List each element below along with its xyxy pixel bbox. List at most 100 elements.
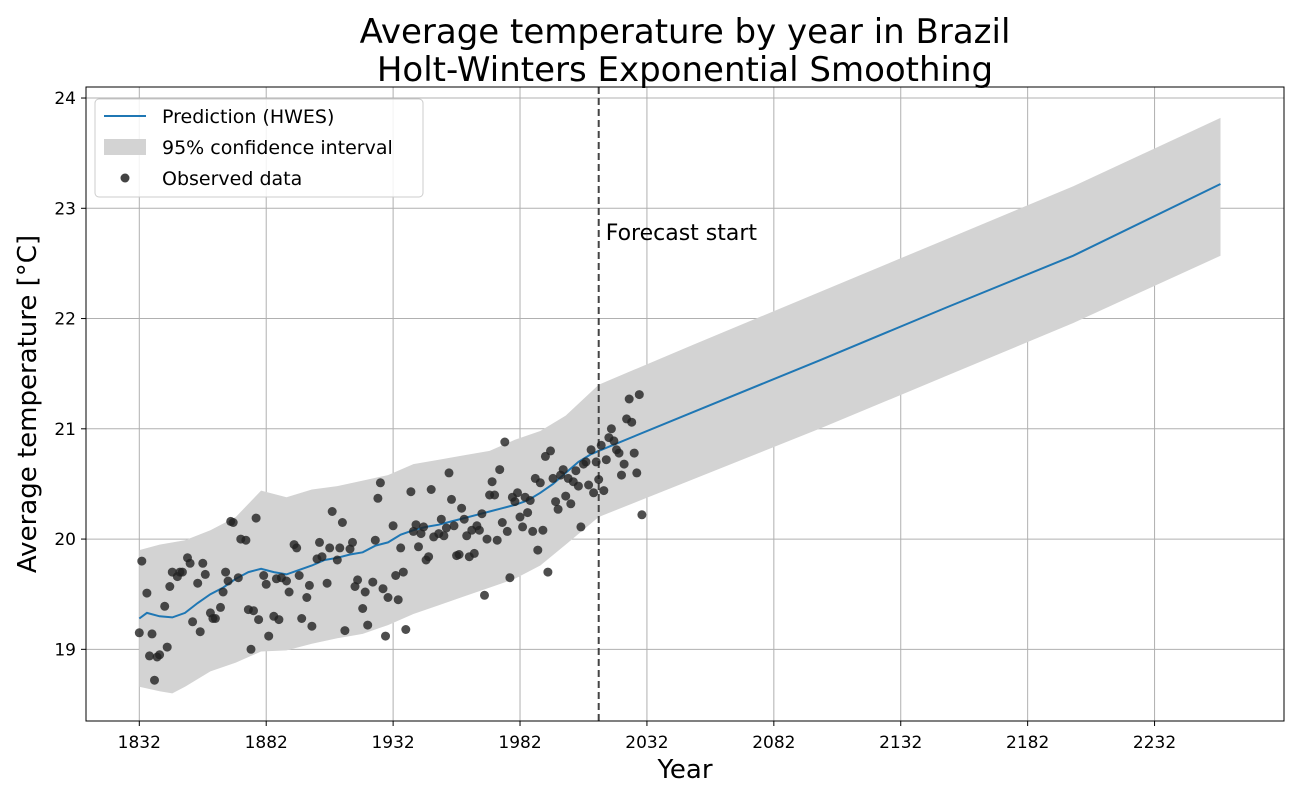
observed-point: [419, 522, 429, 532]
observed-point: [495, 465, 505, 475]
legend-ci-swatch: [104, 139, 146, 155]
observed-point: [228, 518, 238, 527]
x-tick-label: 2032: [625, 733, 668, 753]
observed-point: [581, 457, 591, 467]
observed-point: [454, 550, 464, 559]
observed-point: [561, 491, 571, 501]
legend-observed-swatch: [120, 173, 130, 183]
observed-point: [637, 510, 647, 520]
observed-point: [617, 470, 626, 480]
legend: Prediction (HWES) 95% confidence interva…: [94, 98, 424, 198]
plot-frame: [85, 86, 1285, 722]
observed-point: [375, 478, 385, 488]
y-tick-label: 20: [54, 530, 76, 550]
legend-ci-label: 95% confidence interval: [162, 137, 393, 159]
observed-point: [165, 582, 175, 591]
observed-point: [297, 614, 307, 623]
observed-point: [553, 504, 563, 514]
observed-point: [381, 631, 390, 641]
x-tick-label: 1982: [498, 733, 541, 753]
observed-point: [525, 496, 535, 505]
observed-point: [177, 567, 187, 577]
observed-point: [632, 468, 642, 478]
observed-point: [233, 573, 243, 583]
observed-point: [160, 601, 170, 611]
observed-point: [538, 525, 548, 535]
observed-point: [589, 488, 599, 498]
observed-point: [325, 543, 335, 553]
observed-point: [254, 615, 264, 625]
x-tick-label: 1832: [118, 733, 161, 753]
chart-title: Average temperature by year in Brazil: [360, 12, 1011, 52]
observed-point: [482, 534, 492, 544]
observed-point: [317, 552, 327, 562]
x-tick-label: 2182: [1006, 733, 1049, 753]
observed-point: [391, 571, 401, 580]
observed-point: [274, 615, 284, 625]
observed-point: [548, 473, 558, 483]
observed-point: [528, 526, 538, 536]
observed-point: [398, 567, 408, 577]
observed-point: [340, 626, 350, 636]
observed-point: [439, 531, 449, 541]
observed-point: [193, 578, 203, 588]
observed-point: [614, 448, 624, 458]
y-axis-ticks: 19 20 21 22 23 24: [54, 89, 86, 660]
forecast-start-label: Forecast start: [606, 221, 758, 246]
observed-point: [150, 675, 159, 685]
observed-point: [368, 577, 378, 587]
x-axis-label: Year: [656, 755, 712, 785]
observed-point: [259, 571, 269, 580]
observed-point: [221, 567, 231, 577]
observed-points: [134, 390, 647, 685]
observed-point: [223, 576, 233, 586]
observed-point: [510, 497, 520, 507]
observed-point: [195, 627, 205, 637]
observed-point: [546, 446, 555, 456]
observed-point: [424, 552, 434, 562]
observed-point: [282, 576, 291, 586]
observed-point: [322, 578, 332, 588]
observed-point: [353, 575, 363, 585]
legend-prediction-label: Prediction (HWES): [162, 106, 334, 128]
observed-point: [241, 535, 251, 545]
legend-frame: [94, 98, 424, 198]
confidence-band: [139, 117, 1221, 694]
observed-point: [469, 548, 479, 558]
observed-point: [477, 509, 487, 519]
y-axis-label: Average temperature [°C]: [13, 235, 43, 573]
observed-point: [596, 440, 606, 450]
observed-point: [571, 466, 581, 476]
observed-point: [543, 567, 553, 577]
observed-point: [363, 620, 373, 630]
observed-point: [411, 520, 421, 530]
observed-point: [535, 478, 545, 488]
observed-point: [447, 494, 456, 504]
observed-point: [492, 535, 502, 545]
observed-point: [185, 558, 195, 568]
observed-point: [147, 629, 157, 639]
observed-point: [558, 465, 568, 475]
observed-point: [373, 493, 383, 503]
observed-point: [474, 525, 484, 535]
observed-point: [444, 468, 454, 478]
x-tick-label: 2232: [1133, 733, 1176, 753]
observed-point: [264, 631, 274, 641]
observed-point: [383, 593, 393, 602]
observed-point: [302, 593, 312, 602]
observed-point: [261, 579, 271, 589]
observed-point: [142, 588, 152, 598]
observed-point: [436, 514, 446, 524]
observed-point: [502, 526, 512, 536]
observed-point: [137, 556, 147, 566]
y-tick-label: 23: [54, 199, 76, 219]
observed-point: [358, 604, 368, 613]
observed-point: [515, 512, 525, 522]
observed-point: [599, 486, 609, 496]
observed-point: [210, 614, 220, 623]
observed-point: [551, 497, 561, 507]
observed-point: [327, 507, 337, 516]
observed-point: [249, 606, 258, 616]
observed-point: [523, 508, 533, 518]
